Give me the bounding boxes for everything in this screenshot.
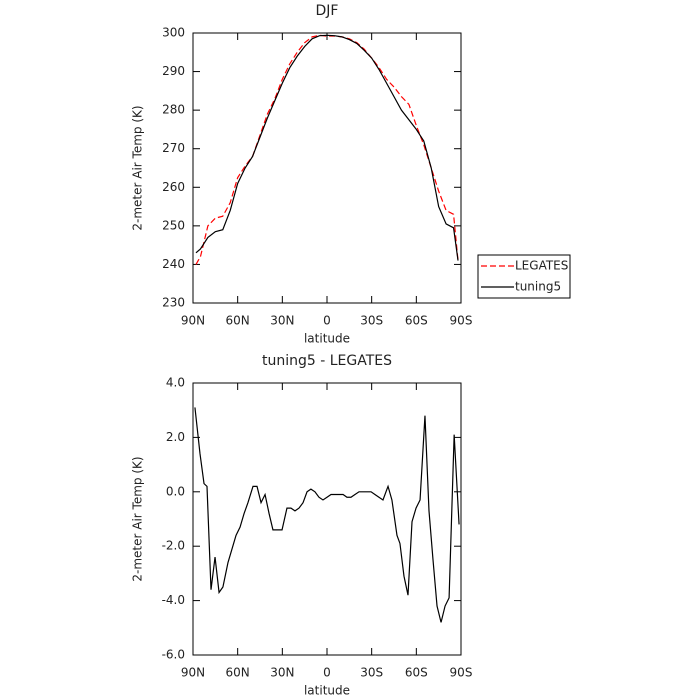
- y-axis-label: 2-meter Air Temp (K): [131, 105, 145, 230]
- x-tick-label: 30S: [360, 314, 383, 328]
- y-tick-label: -2.0: [162, 539, 185, 553]
- x-tick-label: 60S: [405, 666, 428, 680]
- y-tick-label: 280: [162, 103, 185, 117]
- legend-box: [477, 254, 571, 299]
- data-line: [195, 34, 459, 265]
- x-tick-label: 60N: [226, 666, 250, 680]
- y-tick-label: 260: [162, 180, 185, 194]
- x-axis-label: latitude: [304, 684, 350, 698]
- y-tick-label: 250: [162, 218, 185, 232]
- y-tick-label: 230: [162, 296, 185, 310]
- data-line: [194, 407, 460, 623]
- chart-title: tuning5 - LEGATES: [262, 353, 392, 369]
- x-tick-label: 30N: [270, 314, 294, 328]
- plot-frame: [192, 382, 462, 656]
- data-line: [195, 34, 459, 261]
- legend-label: LEGATES: [515, 259, 568, 273]
- x-tick-label: 0: [323, 666, 331, 680]
- x-tick-label: 30S: [360, 666, 383, 680]
- y-tick-label: 240: [162, 257, 185, 271]
- y-tick-label: 2.0: [166, 430, 185, 444]
- x-tick-label: 90N: [181, 314, 205, 328]
- x-tick-label: 60S: [405, 314, 428, 328]
- y-tick-label: 4.0: [166, 376, 185, 390]
- y-tick-label: -4.0: [162, 593, 185, 607]
- y-tick-label: -6.0: [162, 648, 185, 662]
- x-tick-label: 60N: [226, 314, 250, 328]
- x-tick-label: 0: [323, 314, 331, 328]
- plot-frame: [192, 32, 462, 304]
- y-tick-label: 290: [162, 64, 185, 78]
- y-tick-label: 270: [162, 141, 185, 155]
- x-tick-label: 30N: [270, 666, 294, 680]
- y-tick-label: 0.0: [166, 484, 185, 498]
- y-axis-label: 2-meter Air Temp (K): [131, 456, 145, 581]
- y-tick-label: 300: [162, 26, 185, 40]
- legend-label: tuning5: [515, 280, 561, 294]
- x-tick-label: 90S: [450, 314, 473, 328]
- x-tick-label: 90N: [181, 666, 205, 680]
- x-axis-label: latitude: [304, 332, 350, 346]
- chart-title: DJF: [316, 3, 339, 19]
- x-tick-label: 90S: [450, 666, 473, 680]
